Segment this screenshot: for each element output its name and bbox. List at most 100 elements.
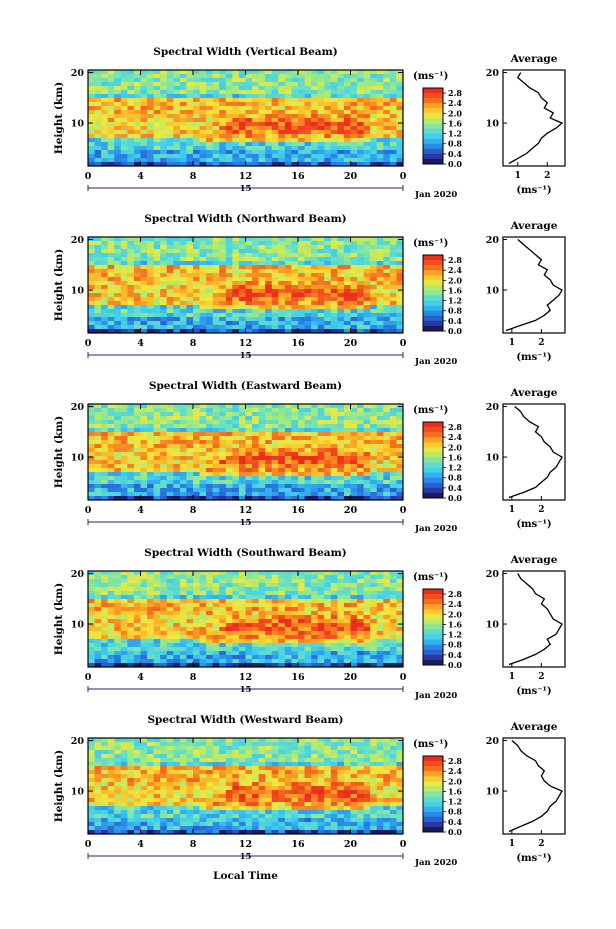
average-line: [508, 740, 563, 833]
date-label: Jan 2020: [414, 524, 457, 534]
x-tick-label: 12: [239, 338, 252, 349]
colorbar-frame: [422, 755, 444, 833]
x-tick-label: 4: [137, 672, 144, 683]
y-tick-label: 20: [71, 68, 85, 79]
colorbar-tick-label: 1.6: [448, 118, 462, 128]
x-tick-label: 16: [291, 338, 305, 349]
heatmap-body: [88, 738, 404, 835]
avg-y-tick-label: 10: [486, 620, 500, 631]
x-tick-label: 12: [239, 672, 252, 683]
x-tick-label: 20: [344, 171, 358, 182]
average-title: Average: [510, 721, 558, 733]
date-label: Jan 2020: [414, 691, 457, 701]
average-frame: [502, 236, 566, 334]
colorbar: [423, 422, 443, 499]
colorbar-tick-label: 0.0: [448, 493, 462, 503]
y-axis-label: Height (km): [53, 750, 65, 822]
x-tick-label: 20: [344, 672, 358, 683]
avg-y-tick-label: 20: [486, 402, 500, 413]
panel-5: Spectral Width (Westward Beam)1020Height…: [53, 714, 566, 868]
x-tick-label: 0: [400, 171, 407, 182]
average-frame: [502, 69, 566, 167]
average-title: Average: [510, 53, 558, 65]
colorbar-frame: [422, 254, 444, 332]
x-tick-label: 4: [137, 839, 144, 850]
y-axis-label: Height (km): [53, 82, 65, 154]
colorbar: [423, 255, 443, 332]
average-unit: (ms⁻¹): [516, 853, 551, 864]
x-tick-label: 8: [190, 338, 197, 349]
colorbar-unit: (ms⁻¹): [413, 405, 448, 416]
colorbar-tick-label: 2.0: [448, 609, 462, 619]
x-tick-label: 16: [291, 672, 305, 683]
average-line: [508, 406, 563, 499]
x-tick-label: 0: [85, 672, 92, 683]
avg-y-tick-label: 20: [486, 569, 500, 580]
y-tick-label: 20: [71, 235, 85, 246]
average-unit: (ms⁻¹): [516, 519, 551, 530]
panel-title: Spectral Width (Southward Beam): [144, 547, 346, 559]
x-tick-label: 0: [85, 338, 92, 349]
avg-x-tick-label: 1: [509, 505, 515, 515]
colorbar-tick-label: 2.0: [448, 275, 462, 285]
colorbar-frame: [422, 421, 444, 499]
avg-x-tick-label: 2: [544, 171, 550, 181]
average-profile: Average 10 20 1 2 (ms⁻¹): [486, 721, 566, 864]
heatmap-body: [88, 404, 404, 501]
date-label: Jan 2020: [414, 858, 457, 868]
day-label: 15: [240, 351, 252, 361]
y-axis-label: Height (km): [53, 249, 65, 321]
x-tick-label: 0: [400, 839, 407, 850]
x-tick-label: 12: [239, 839, 252, 850]
x-tick-label: 16: [291, 839, 305, 850]
colorbar-tick-label: 2.0: [448, 108, 462, 118]
avg-x-tick-label: 1: [509, 672, 515, 682]
avg-y-tick-label: 20: [486, 736, 500, 747]
panel-2: Spectral Width (Northward Beam)1020Heigh…: [53, 213, 566, 367]
colorbar-unit: (ms⁻¹): [413, 572, 448, 583]
y-tick-label: 10: [71, 453, 85, 464]
colorbar: [423, 589, 443, 666]
average-line: [508, 573, 563, 666]
avg-y-tick-label: 10: [486, 787, 500, 798]
avg-x-tick-label: 1: [509, 338, 515, 348]
avg-x-tick-label: 2: [538, 338, 544, 348]
average-profile: Average 10 20 1 2 (ms⁻¹): [486, 53, 566, 196]
average-line: [505, 239, 563, 332]
colorbar-unit: (ms⁻¹): [413, 238, 448, 249]
colorbar-tick-label: 2.4: [448, 766, 462, 776]
x-tick-label: 0: [85, 171, 92, 182]
day-label: 15: [240, 518, 252, 528]
date-label: Jan 2020: [414, 357, 457, 367]
colorbar-tick-label: 1.6: [448, 786, 462, 796]
average-profile: Average 10 20 1 2 (ms⁻¹): [486, 220, 566, 363]
average-title: Average: [510, 220, 558, 232]
y-tick-label: 20: [71, 402, 85, 413]
x-tick-label: 4: [137, 505, 144, 516]
y-tick-label: 20: [71, 736, 85, 747]
x-tick-label: 20: [344, 505, 358, 516]
colorbar-tick-label: 0.0: [448, 660, 462, 670]
colorbar: [423, 88, 443, 165]
day-label: 15: [240, 685, 252, 695]
x-tick-label: 0: [400, 672, 407, 683]
colorbar-frame: [422, 87, 444, 165]
y-tick-label: 10: [71, 286, 85, 297]
colorbar-tick-label: 0.8: [448, 306, 462, 316]
avg-x-tick-label: 1: [509, 839, 515, 849]
x-tick-label: 0: [85, 505, 92, 516]
avg-x-tick-label: 2: [538, 505, 544, 515]
colorbar-tick-label: 0.0: [448, 827, 462, 837]
panel-title: Spectral Width (Eastward Beam): [149, 380, 342, 392]
x-tick-label: 0: [400, 338, 407, 349]
colorbar-tick-label: 2.8: [448, 422, 462, 432]
colorbar-tick-label: 2.8: [448, 589, 462, 599]
colorbar-tick-label: 0.8: [448, 139, 462, 149]
colorbar-tick-label: 2.8: [448, 255, 462, 265]
colorbar-tick-label: 2.0: [448, 776, 462, 786]
panel-4: Spectral Width (Southward Beam)1020Heigh…: [53, 547, 566, 701]
avg-x-tick-label: 2: [538, 839, 544, 849]
x-tick-label: 16: [291, 171, 305, 182]
panel-3: Spectral Width (Eastward Beam)1020Height…: [53, 380, 566, 534]
